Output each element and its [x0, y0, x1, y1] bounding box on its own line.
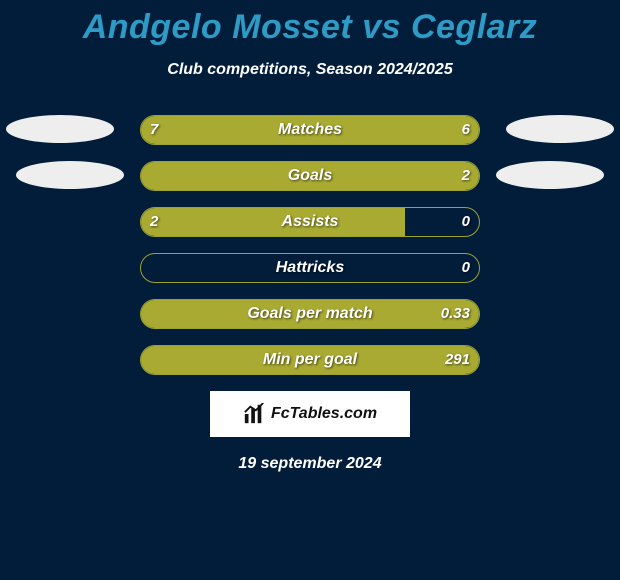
- stat-value-left: 2: [150, 207, 158, 237]
- page-title: Andgelo Mosset vs Ceglarz: [0, 8, 620, 47]
- stat-value-right: 2: [462, 161, 470, 191]
- branding-text: FcTables.com: [271, 405, 377, 423]
- stat-area: Matches76Goals2Assists20Hattricks0Goals …: [0, 115, 620, 375]
- bar-left-fill: [141, 116, 323, 144]
- stat-rows: Matches76Goals2Assists20Hattricks0Goals …: [0, 115, 620, 375]
- bar-track: [140, 345, 480, 375]
- bar-track: [140, 207, 480, 237]
- branding-badge[interactable]: FcTables.com: [210, 391, 410, 437]
- stat-row: Assists20: [0, 207, 620, 237]
- stat-value-right: 0: [462, 253, 470, 283]
- bar-right-fill: [141, 346, 479, 374]
- bar-left-fill: [141, 208, 405, 236]
- bar-right-fill: [323, 116, 479, 144]
- stat-value-right: 291: [445, 345, 470, 375]
- bar-right-fill: [141, 300, 479, 328]
- stat-value-right: 0.33: [441, 299, 470, 329]
- stat-row: Goals2: [0, 161, 620, 191]
- stat-value-right: 0: [462, 207, 470, 237]
- bar-track: [140, 161, 480, 191]
- stat-value-right: 6: [462, 115, 470, 145]
- stat-value-left: 7: [150, 115, 158, 145]
- stat-row: Hattricks0: [0, 253, 620, 283]
- bar-track: [140, 115, 480, 145]
- bar-track: [140, 253, 480, 283]
- chart-icon: [243, 403, 265, 425]
- page-subtitle: Club competitions, Season 2024/2025: [0, 61, 620, 79]
- comparison-widget: Andgelo Mosset vs Ceglarz Club competiti…: [0, 0, 620, 473]
- bar-track: [140, 299, 480, 329]
- stat-row: Matches76: [0, 115, 620, 145]
- stat-row: Goals per match0.33: [0, 299, 620, 329]
- bar-right-fill: [141, 162, 479, 190]
- date-line: 19 september 2024: [0, 455, 620, 473]
- stat-row: Min per goal291: [0, 345, 620, 375]
